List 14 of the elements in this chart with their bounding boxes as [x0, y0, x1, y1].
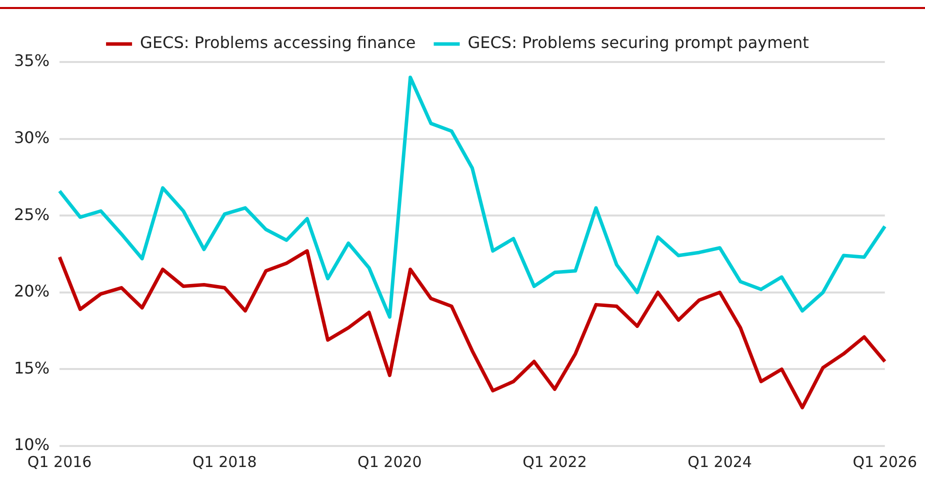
- legend-label: GECS: Problems accessing finance: [140, 33, 416, 52]
- x-tick-label: Q1 2018: [192, 452, 257, 471]
- x-tick-label: Q1 2026: [852, 452, 917, 471]
- y-tick-label: 25%: [14, 204, 50, 224]
- y-tick-label: 15%: [14, 358, 50, 378]
- y-tick-label: 30%: [14, 128, 50, 147]
- x-tick-label: Q1 2024: [688, 452, 752, 471]
- x-tick-label: Q1 2020: [358, 452, 422, 471]
- y-tick-label: 35%: [14, 51, 50, 70]
- y-tick-label: 20%: [14, 282, 50, 301]
- x-tick-label: Q1 2022: [522, 452, 587, 471]
- y-tick-label: 10%: [14, 435, 50, 454]
- x-tick-label: Q1 2016: [27, 452, 92, 471]
- legend-label: GECS: Problems securing prompt payment: [468, 33, 809, 52]
